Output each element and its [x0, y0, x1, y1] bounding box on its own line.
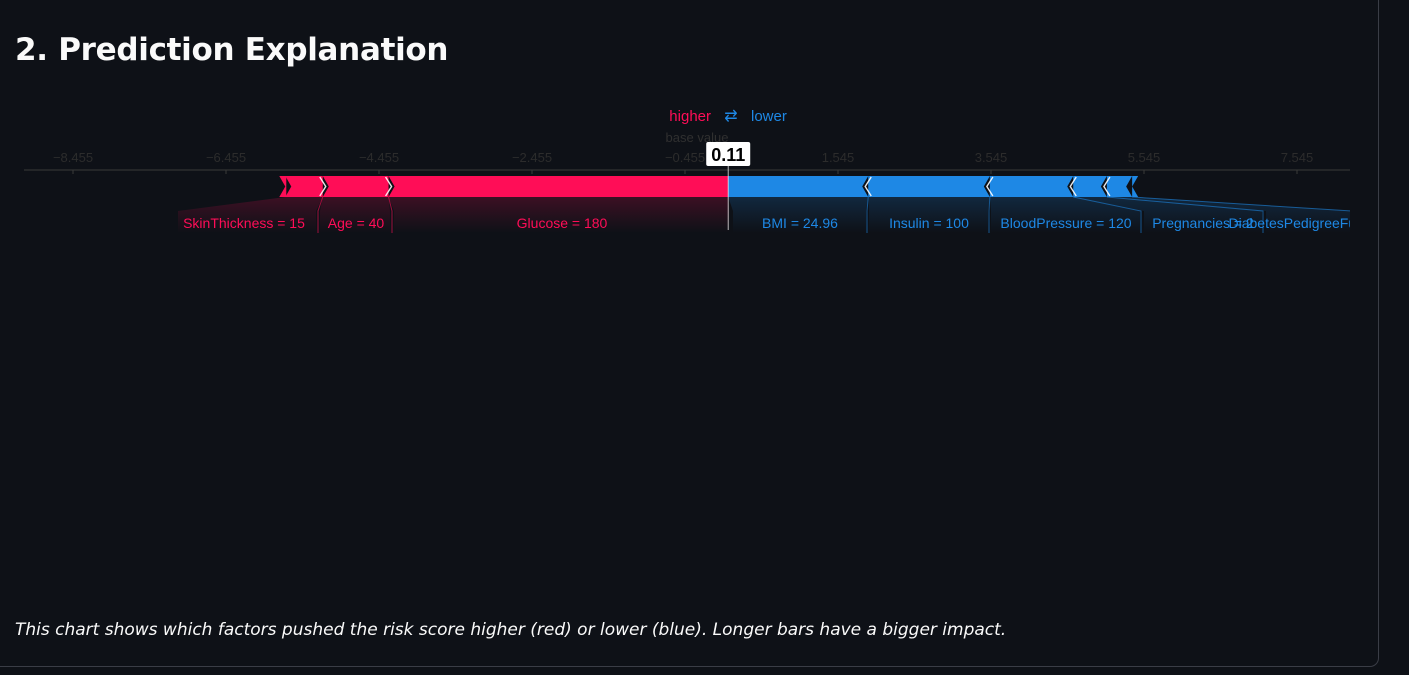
- negative-tail: [1132, 176, 1139, 197]
- feature-label: Age = 40: [328, 215, 385, 231]
- positive-tail: [279, 176, 287, 197]
- segment-chevron: [986, 176, 994, 197]
- legend-arrow-icon: ⇄: [724, 108, 737, 125]
- force-segment: [285, 176, 323, 197]
- feature-connector: [989, 197, 1140, 233]
- force-segment: [322, 176, 389, 197]
- feature-divider: [1073, 196, 1142, 233]
- feature-divider: [988, 196, 991, 233]
- segment-chevron: [1069, 176, 1077, 197]
- x-tick-label: 1.545: [822, 150, 855, 165]
- x-tick-label: −0.455: [665, 150, 705, 165]
- chart-caption: This chart shows which factors pushed th…: [15, 620, 1007, 640]
- legend-lower: lower: [751, 108, 787, 125]
- force-segment: [728, 176, 869, 197]
- feature-label: Insulin = 100: [889, 215, 969, 231]
- feature-label: SkinThickness = 15: [183, 215, 305, 231]
- feature-connector: [1073, 197, 1262, 233]
- segment-chevron: [384, 176, 393, 197]
- base-value-label: base value: [666, 130, 729, 145]
- x-tick-label: 5.545: [1128, 150, 1161, 165]
- feature-divider: [1106, 196, 1264, 233]
- x-tick-label: 7.545: [1281, 150, 1314, 165]
- x-tick-label: −8.455: [53, 150, 93, 165]
- main-panel: [0, 0, 1379, 667]
- feature-connector: [388, 197, 729, 233]
- force-segment: [868, 176, 990, 197]
- x-tick-label: −2.455: [512, 150, 552, 165]
- force-segment: [1106, 176, 1133, 197]
- x-tick-label: 3.545: [975, 150, 1008, 165]
- force-segment: [1073, 176, 1107, 197]
- feature-divider: [866, 196, 869, 233]
- feature-divider: [1132, 196, 1350, 212]
- feature-divider: [317, 196, 324, 233]
- feature-label: BMI = 24.96: [762, 215, 838, 231]
- force-segment: [388, 176, 729, 197]
- feature-connector: [728, 197, 869, 233]
- feature-label: Pregnancies = 2: [1152, 215, 1254, 231]
- feature-label: BloodPressure = 120: [1000, 215, 1131, 231]
- output-value: 0.11: [711, 145, 745, 165]
- feature-connector: [868, 197, 990, 233]
- feature-connector: [1106, 197, 1350, 233]
- feature-connector: [178, 197, 323, 233]
- force-segment: [989, 176, 1074, 197]
- x-tick-label: −4.455: [359, 150, 399, 165]
- segment-chevron: [864, 176, 872, 197]
- section-title: 2. Prediction Explanation: [15, 32, 449, 68]
- feature-label: DiabetesPedigreeFunction: [1229, 215, 1371, 231]
- x-tick-label: −6.455: [206, 150, 246, 165]
- feature-divider: [388, 196, 393, 233]
- feature-connector: [320, 197, 390, 233]
- segment-chevron: [1103, 176, 1111, 197]
- feature-label: Glucose = 180: [517, 215, 608, 231]
- legend-higher: higher: [669, 108, 711, 125]
- force-plot: higher ⇄ lower base value −8.455 −6.455 −4.45…: [24, 108, 1371, 233]
- output-value-bg: [706, 142, 751, 166]
- segment-chevron: [319, 176, 327, 197]
